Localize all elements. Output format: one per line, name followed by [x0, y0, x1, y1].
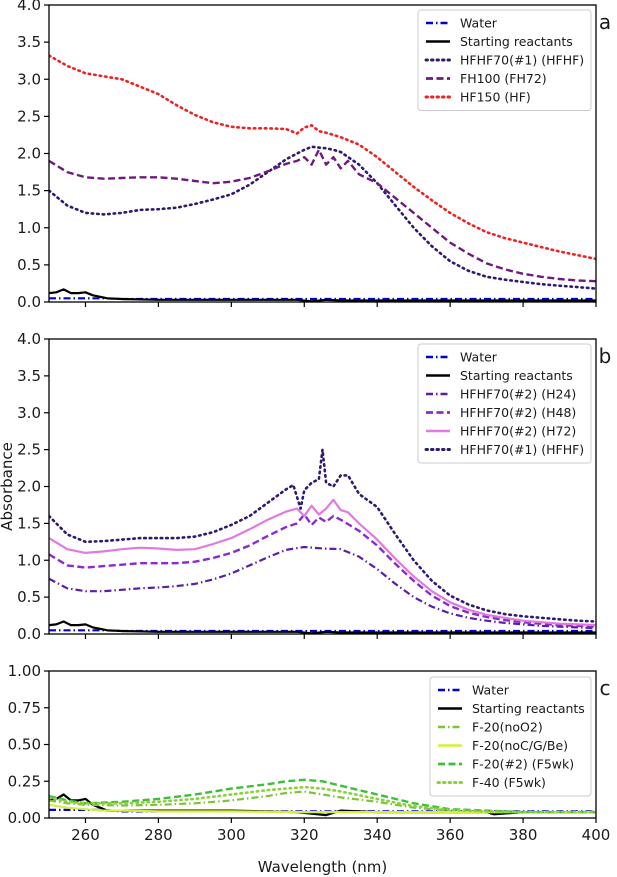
legend-label: Starting reactants — [472, 701, 585, 716]
series-line-hfhf70-2-h72 — [49, 498, 596, 627]
legend-label: HFHF70(#2) (H24) — [460, 387, 576, 402]
legend-item: HFHF70(#2) (H48) — [426, 405, 576, 420]
y-tick-label: 0.0 — [17, 293, 41, 311]
y-tick-label: 2.5 — [17, 441, 41, 459]
y-tick-label: 0.5 — [17, 588, 41, 606]
y-tick-label: 0.5 — [17, 256, 41, 274]
legend: Water Starting reactants HFHF70(#1) (HFHF)… — [417, 9, 592, 111]
series-group — [49, 448, 596, 634]
x-axis-title: Wavelength (nm) — [258, 858, 388, 876]
legend-label: Water — [472, 683, 510, 698]
y-tick-label: 0.0 — [17, 625, 41, 643]
x-tick-label: 320 — [290, 826, 319, 844]
legend-item: Water — [438, 683, 510, 698]
series-line-starting-reactants — [49, 620, 596, 634]
legend-item: Starting reactants — [426, 368, 573, 383]
y-tick-label: 0.25 — [8, 772, 41, 790]
series-line-hfhf70-1-hfhf — [49, 145, 596, 290]
series-line-starting-reactants — [49, 288, 596, 302]
legend-box — [417, 343, 592, 464]
y-axis-title: Absorbance — [0, 442, 16, 531]
series-line-f-40-f5wk — [49, 785, 596, 814]
legend-label: Water — [460, 350, 498, 365]
legend: Water Starting reactants HFHF70(#2) (H24) H… — [417, 343, 592, 464]
y-tick-label: 1.5 — [17, 182, 41, 200]
series-line-hfhf70-1-hfhf — [49, 448, 596, 623]
legend-item: Water — [426, 16, 498, 31]
y-tick-label: 3.5 — [17, 33, 41, 51]
y-tick-label: 2.0 — [17, 478, 41, 496]
legend-label: F-20(#2) (F5wk) — [472, 757, 574, 772]
y-tick-label: 4.0 — [17, 0, 41, 14]
x-tick-label: 400 — [582, 826, 611, 844]
legend-label: F-40 (F5wk) — [472, 775, 546, 790]
legend-item: F-20(noC/G/Be) — [438, 738, 568, 753]
series-line-hfhf70-2-h48 — [49, 513, 596, 628]
legend-label: HF150 (HF) — [460, 90, 531, 105]
legend-item: HFHF70(#1) (HFHF) — [424, 53, 584, 68]
y-tick-label: 3.5 — [17, 367, 41, 385]
y-tick-label: 3.0 — [17, 404, 41, 422]
series-group — [49, 54, 596, 302]
legend-item: F-20(#2) (F5wk) — [438, 757, 574, 772]
legend-item: Water — [426, 350, 498, 365]
panel-a: 0.0 0.5 1.0 1.5 2.0 2.5 3.0 3.5 4.0 a Water Startin… — [17, 0, 611, 311]
y-tick-label: 0.00 — [8, 809, 41, 827]
x-tick-label: 300 — [217, 826, 246, 844]
y-tick-label: 3.0 — [17, 70, 41, 88]
y-tick-label: 1.0 — [17, 551, 41, 569]
x-tick-label: 360 — [436, 826, 465, 844]
legend-label: Water — [460, 16, 498, 31]
legend-item: Starting reactants — [426, 34, 573, 49]
series-line-water — [49, 629, 596, 633]
legend-label: HFHF70(#1) (HFHF) — [460, 53, 584, 68]
series-line-f-20-noc-g-be — [49, 803, 596, 814]
y-tick-label: 0.50 — [8, 736, 41, 754]
legend-label: F-20(noC/G/Be) — [472, 738, 568, 753]
series-line-fh100-fh72 — [49, 148, 596, 283]
series-group — [49, 778, 596, 817]
y-tick-label: 1.0 — [17, 219, 41, 237]
panel-c: 0.00 0.25 0.50 0.75 1.00 260 280 300 320 340 360 38… — [8, 662, 611, 876]
x-tick-label: 280 — [144, 826, 173, 844]
y-tick-label: 2.5 — [17, 107, 41, 125]
series-line-hfhf70-2-h24 — [49, 545, 596, 630]
x-tick-label: 380 — [509, 826, 538, 844]
legend-item: FH100 (FH72) — [426, 71, 547, 86]
legend-item: F-20(noO2) — [438, 720, 543, 735]
legend-label: Starting reactants — [460, 368, 573, 383]
legend-label: FH100 (FH72) — [460, 71, 547, 86]
series-line-hf150-hf — [49, 54, 596, 261]
legend-item: HFHF70(#1) (HFHF) — [424, 442, 584, 457]
legend-item: F-40 (F5wk) — [436, 775, 546, 790]
y-tick-label: 1.5 — [17, 514, 41, 532]
legend: Water Starting reactants F-20(noO2) F-20(no… — [429, 676, 592, 797]
y-tick-label: 0.75 — [8, 699, 41, 717]
y-tick-label: 4.0 — [17, 330, 41, 348]
legend-item: Starting reactants — [438, 701, 585, 716]
x-tick-label: 340 — [363, 826, 392, 844]
legend-label: HFHF70(#2) (H72) — [460, 424, 576, 439]
panel-letter: c — [600, 676, 611, 700]
legend-box — [429, 676, 592, 797]
panel-letter: a — [599, 10, 611, 34]
legend-label: Starting reactants — [460, 34, 573, 49]
panel-letter: b — [599, 344, 612, 368]
legend-item: HF150 (HF) — [424, 90, 531, 105]
legend-box — [417, 9, 592, 111]
y-tick-label: 2.0 — [17, 145, 41, 163]
y-tick-label: 1.00 — [8, 662, 41, 680]
legend-label: HFHF70(#2) (H48) — [460, 405, 576, 420]
x-tick-label: 260 — [71, 826, 100, 844]
series-line-water — [49, 297, 596, 301]
legend-item: HFHF70(#2) (H24) — [426, 387, 576, 402]
legend-item: HFHF70(#2) (H72) — [426, 424, 576, 439]
panel-b: 0.0 0.5 1.0 1.5 2.0 2.5 3.0 3.5 4.0 Absorbance b Wa… — [0, 330, 611, 643]
legend-label: HFHF70(#1) (HFHF) — [460, 442, 584, 457]
legend-label: F-20(noO2) — [472, 720, 543, 735]
